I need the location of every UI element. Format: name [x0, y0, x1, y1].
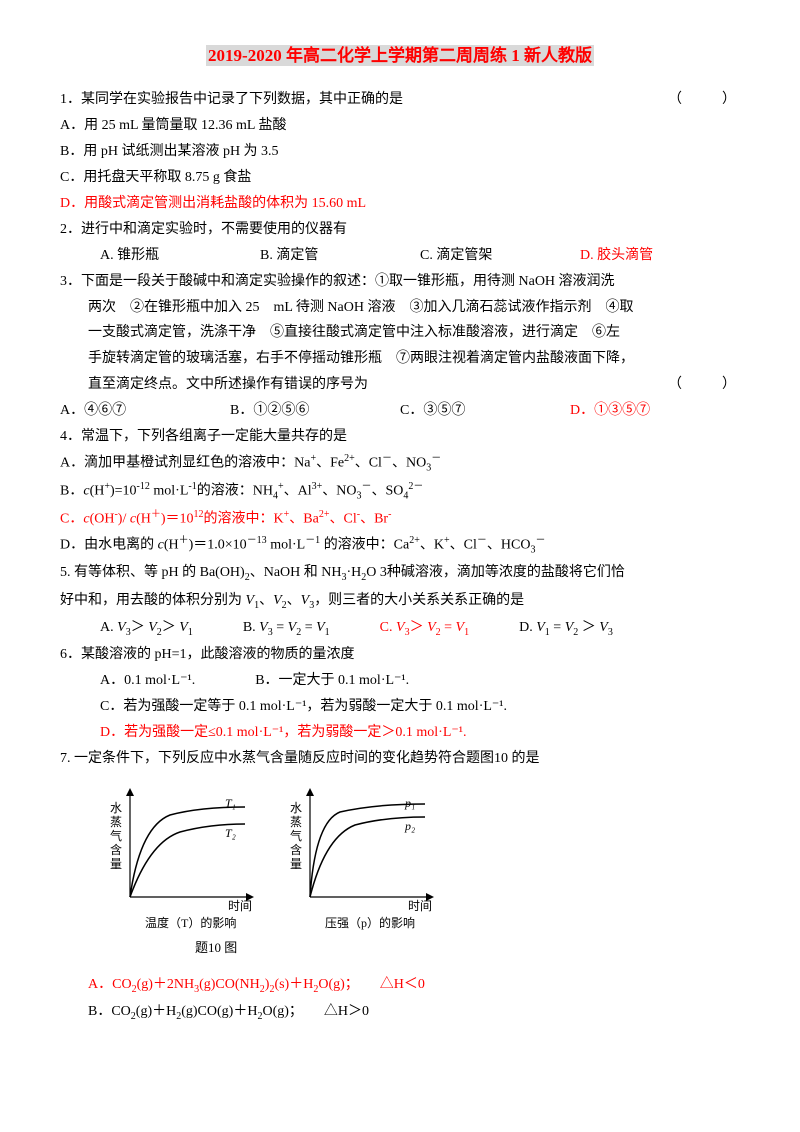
- q7-opt-b: B．CO2(g)＋H2(g)CO(g)＋H2O(g)； △H＞0: [60, 999, 740, 1026]
- q3-options: A．④⑥⑦ B．①②⑤⑥ C．③⑤⑦ D．①③⑤⑦: [60, 398, 740, 424]
- ylabel-left: 水: [110, 801, 122, 815]
- q2-opt-d: D. 胶头滴管: [580, 243, 740, 269]
- q6-row1: A．0.1 mol·L⁻¹. B．一定大于 0.1 mol·L⁻¹.: [60, 668, 740, 694]
- q2-opt-b: B. 滴定管: [260, 243, 420, 269]
- q3-stem-l5-text: 直至滴定终点。文中所述操作有错误的序号为: [88, 377, 368, 392]
- q4-opt-b: B．c(H+)=10-12 mol·L-1的溶液：NH4+、Al3+、NO3－、…: [60, 478, 740, 506]
- q4c-pre: C．: [60, 511, 83, 526]
- q7-opt-a: A．CO2(g)＋2NH3(g)CO(NH2)2(s)＋H2O(g)； △H＜0: [60, 972, 740, 999]
- page-title: 2019-2020 年高二化学上学期第二周周练 1 新人教版: [60, 40, 740, 71]
- label-T1: T₁: [225, 796, 236, 810]
- q7a-4: (s)＋H: [274, 977, 313, 992]
- caption-left: 温度（T）的影响: [145, 915, 236, 930]
- q7a-1: A．CO: [88, 977, 132, 992]
- q2-stem: 2．进行中和滴定实验时，不需要使用的仪器有: [60, 217, 740, 243]
- label-p2: p₂: [404, 819, 415, 833]
- q7b-3: (g)CO(g)＋H: [181, 1004, 257, 1019]
- q5-opt-c: C. V3＞ V2 = V1: [380, 615, 469, 642]
- xlabel-left: 时间: [228, 899, 252, 913]
- q5-stem-l1: 5. 有等体积、等 pH 的 Ba(OH)2、NaOH 和 NH3·H2O 3种…: [60, 560, 740, 587]
- q6-opt-b: B．一定大于 0.1 mol·L⁻¹.: [255, 668, 409, 694]
- svg-text:蒸: 蒸: [110, 815, 122, 829]
- q6-opt-a: A．0.1 mol·L⁻¹.: [100, 668, 195, 694]
- ylabel-right: 水: [290, 801, 302, 815]
- q4-opt-c: C．c(OH-)/ c(H＋)＝1012的溶液中：K+、Ba2+、Cl-、Br-: [60, 506, 740, 533]
- svg-text:气: 气: [110, 828, 122, 843]
- q3-stem-l2: 两次 ②在锥形瓶中加入 25 mL 待测 NaOH 溶液 ③加入几滴石蕊试液作指…: [60, 295, 740, 321]
- q4a-pre: A．滴加甲基橙试剂显红色的溶液中：Na: [60, 456, 310, 471]
- caption-right: 压强（p）的影响: [325, 915, 415, 930]
- q1-opt-a: A．用 25 mL 量筒量取 12.36 mL 盐酸: [60, 113, 740, 139]
- q4b-mid: 的溶液：NH: [197, 484, 273, 499]
- title-text: 2019-2020 年高二化学上学期第二周周练 1 新人教版: [206, 45, 594, 66]
- figure-10: 水 蒸 气 含 量 T₁ T₂ 时间 温度（T）的影响 水 蒸 气: [100, 782, 740, 962]
- q4-stem: 4．常温下，下列各组离子一定能大量共存的是: [60, 424, 740, 450]
- q5-opt-b: B. V3 = V2 = V1: [243, 615, 330, 642]
- q7a-5: O(g)； △H＜0: [318, 977, 425, 992]
- svg-text:气: 气: [290, 828, 302, 843]
- q4-opt-d: D．由水电离的 c(H＋)＝1.0×10－13 mol·L－1 的溶液中：Ca2…: [60, 532, 740, 560]
- svg-text:量: 量: [110, 857, 122, 871]
- q5s2b: ，则三者的大小关系关系正确的是: [314, 593, 524, 608]
- q5s1c: O 3种碱溶液，滴加等浓度的盐酸将它们恰: [366, 565, 625, 580]
- q2-options: A. 锥形瓶 B. 滴定管 C. 滴定管架 D. 胶头滴管: [60, 243, 740, 269]
- q7a-2: (g)＋2NH: [137, 977, 195, 992]
- svg-text:蒸: 蒸: [290, 815, 302, 829]
- q7b-4: O(g)； △H＞0: [262, 1004, 369, 1019]
- q7-stem: 7. 一定条件下，下列反应中水蒸气含量随反应时间的变化趋势符合题图10 的是: [60, 746, 740, 772]
- label-p1: p₁: [404, 796, 415, 810]
- q5-stem-l2: 好中和，用去酸的体积分别为 V1、V2、V3，则三者的大小关系关系正确的是: [60, 588, 740, 615]
- q3-stem-l3: 一支酸式滴定管，洗涤干净 ⑤直接往酸式滴定管中注入标准酸溶液，进行滴定 ⑥左: [60, 320, 740, 346]
- q7a-3: (g)CO(NH: [199, 977, 260, 992]
- q1-opt-c: C．用托盘天平称取 8.75 g 食盐: [60, 165, 740, 191]
- q3-stem-l5: 直至滴定终点。文中所述操作有错误的序号为 （ ）: [60, 372, 740, 398]
- q1-stem-text: 1．某同学在实验报告中记录了下列数据，其中正确的是: [60, 92, 403, 107]
- q4d-pre: D．由水电离的: [60, 538, 158, 553]
- q3-stem-l4: 手旋转滴定管的玻璃活塞，右手不停摇动锥形瓶 ⑦两眼注视着滴定管内盐酸液面下降，: [60, 346, 740, 372]
- figure-caption: 题10 图: [195, 940, 237, 955]
- q6-opt-d: D．若为强酸一定≤0.1 mol·L⁻¹，若为弱酸一定＞0.1 mol·L⁻¹.: [60, 720, 740, 746]
- q4c-mid: 的溶液中：K: [204, 511, 284, 526]
- svg-text:量: 量: [290, 857, 302, 871]
- q4-opt-a: A．滴加甲基橙试剂显红色的溶液中：Na+、Fe2+、Cl－、NO3－: [60, 450, 740, 478]
- q5s2a: 好中和，用去酸的体积分别为: [60, 593, 246, 608]
- label-T2: T₂: [225, 826, 236, 840]
- q1-paren: （ ）: [668, 87, 740, 113]
- q3-opt-a: A．④⑥⑦: [60, 398, 230, 424]
- figure-svg: 水 蒸 气 含 量 T₁ T₂ 时间 温度（T）的影响 水 蒸 气: [100, 782, 440, 962]
- q7b-2: (g)＋H: [136, 1004, 176, 1019]
- q5-opt-d: D. V1 = V2 ＞ V3: [519, 615, 613, 642]
- q2-opt-a: A. 锥形瓶: [100, 243, 260, 269]
- q3-opt-c: C．③⑤⑦: [400, 398, 570, 424]
- q5s1a: 5. 有等体积、等 pH 的 Ba(OH): [60, 565, 245, 580]
- svg-text:含: 含: [290, 842, 302, 857]
- xlabel-right: 时间: [408, 899, 432, 913]
- q1-opt-b: B．用 pH 试纸测出某溶液 pH 为 3.5: [60, 139, 740, 165]
- q5s1b: 、NaOH 和 NH: [250, 565, 342, 580]
- q3-stem-l1: 3．下面是一段关于酸碱中和滴定实验操作的叙述：①取一锥形瓶，用待测 NaOH 溶…: [60, 269, 740, 295]
- q3-paren: （ ）: [668, 372, 740, 398]
- q5-options: A. V3＞ V2＞ V1 B. V3 = V2 = V1 C. V3＞ V2 …: [60, 615, 740, 642]
- q2-opt-c: C. 滴定管架: [420, 243, 580, 269]
- q3-opt-b: B．①②⑤⑥: [230, 398, 400, 424]
- q7b-1: B．CO: [88, 1004, 131, 1019]
- q5-opt-a: A. V3＞ V2＞ V1: [100, 615, 193, 642]
- q6-opt-c: C．若为强酸一定等于 0.1 mol·L⁻¹，若为弱酸一定大于 0.1 mol·…: [60, 694, 740, 720]
- q4b-pre: B．: [60, 484, 83, 499]
- q1-opt-d: D．用酸式滴定管测出消耗盐酸的体积为 15.60 mL: [60, 191, 740, 217]
- q6-stem: 6．某酸溶液的 pH=1，此酸溶液的物质的量浓度: [60, 642, 740, 668]
- q4d-mid: 的溶液中：Ca: [320, 538, 409, 553]
- svg-text:含: 含: [110, 842, 122, 857]
- q3-opt-d: D．①③⑤⑦: [570, 398, 740, 424]
- q1-stem: 1．某同学在实验报告中记录了下列数据，其中正确的是 （ ）: [60, 87, 740, 113]
